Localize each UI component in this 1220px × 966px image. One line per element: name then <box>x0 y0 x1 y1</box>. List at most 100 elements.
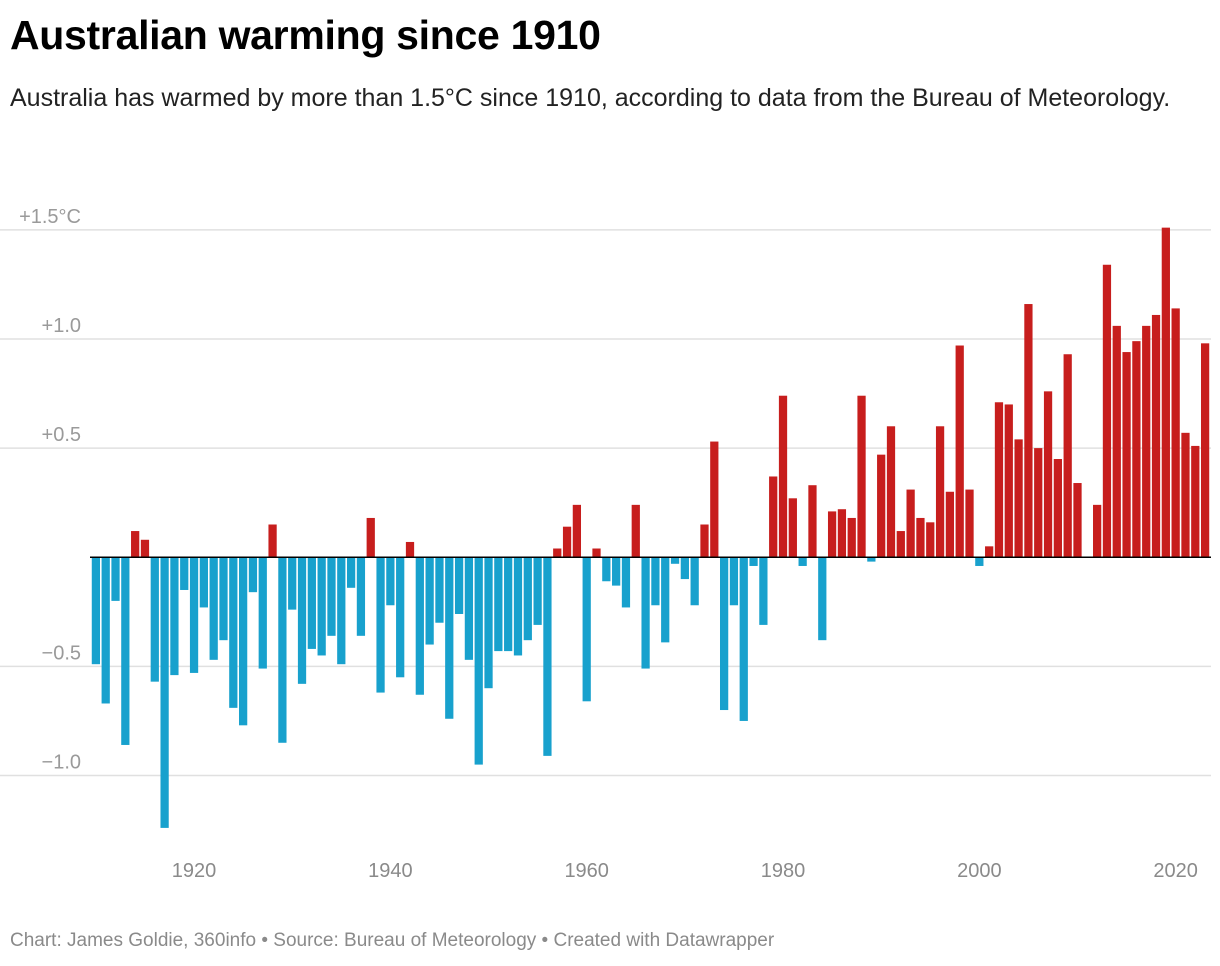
bar-1977 <box>749 557 758 566</box>
bar-1921 <box>199 557 208 608</box>
bar-2020 <box>1171 308 1180 558</box>
bar-2015 <box>1122 352 1131 558</box>
chart-title: Australian warming since 1910 <box>10 12 601 58</box>
bar-1964 <box>621 557 631 608</box>
bar-1915 <box>140 539 150 558</box>
bar-1972 <box>700 524 709 558</box>
bar-1924 <box>229 557 238 708</box>
gridlines <box>0 229 1211 777</box>
chart-source-credit: Chart: James Goldie, 360info • Source: B… <box>10 930 775 951</box>
bar-1927 <box>258 557 267 669</box>
bar-1936 <box>346 557 356 588</box>
bar-1992 <box>896 531 905 558</box>
bar-1949 <box>474 557 483 765</box>
bar-1994 <box>916 517 925 558</box>
bar-1919 <box>180 557 189 590</box>
y-tick-label: +1.5°C <box>19 206 81 228</box>
bar-1933 <box>317 557 326 656</box>
bar-1943 <box>415 557 424 695</box>
bar-1983 <box>808 485 817 558</box>
bar-1958 <box>562 526 572 558</box>
chart-subtitle: Australia has warmed by more than 1.5°C … <box>10 84 1171 112</box>
y-axis-labels: +1.5°C +1.0 +0.5 −0.5 −1.0 <box>19 206 81 774</box>
bar-1929 <box>278 557 287 743</box>
bar-1956 <box>543 557 552 756</box>
bar-1948 <box>464 557 474 660</box>
bar-2010 <box>1073 483 1082 558</box>
bar-1913 <box>121 557 130 745</box>
bar-1982 <box>798 557 807 566</box>
bar-1916 <box>150 557 159 682</box>
bar-1999 <box>965 489 974 558</box>
bar-2021 <box>1181 432 1190 558</box>
bar-2001 <box>985 546 994 558</box>
bar-1968 <box>661 557 670 643</box>
bar-2014 <box>1112 325 1121 558</box>
bar-2004 <box>1014 439 1023 558</box>
bar-1946 <box>445 557 454 719</box>
bar-1986 <box>837 509 847 558</box>
bar-1989 <box>867 557 876 562</box>
bar-1944 <box>425 557 434 645</box>
bar-2002 <box>994 402 1004 558</box>
bar-1955 <box>533 557 542 625</box>
bar-1995 <box>926 522 935 558</box>
bar-1974 <box>719 557 729 711</box>
bar-1965 <box>631 504 640 558</box>
bar-1925 <box>239 557 248 726</box>
bar-1939 <box>376 557 385 693</box>
x-tick-label: 2000 <box>957 860 1002 882</box>
y-tick-label: +0.5 <box>42 424 81 446</box>
bar-1962 <box>602 557 611 582</box>
bar-1978 <box>759 557 768 625</box>
bar-1960 <box>582 557 591 702</box>
bar-1910 <box>91 557 101 665</box>
bar-1952 <box>504 557 513 652</box>
bar-2008 <box>1053 459 1062 558</box>
bar-1981 <box>788 498 797 558</box>
bar-2018 <box>1151 314 1161 558</box>
bar-2013 <box>1102 264 1112 558</box>
bar-1930 <box>288 557 297 610</box>
bar-1973 <box>710 441 719 558</box>
x-tick-label: 1980 <box>761 860 806 882</box>
bars <box>91 227 1210 828</box>
bar-1937 <box>356 557 366 636</box>
bar-1988 <box>857 395 866 558</box>
bar-1987 <box>847 517 856 558</box>
bar-1934 <box>327 557 336 636</box>
bar-1966 <box>641 557 650 669</box>
bar-1976 <box>739 557 748 721</box>
bar-1990 <box>877 454 886 558</box>
bar-1947 <box>454 557 464 614</box>
bar-1996 <box>935 426 945 558</box>
bar-1959 <box>572 504 582 558</box>
bar-1953 <box>513 557 523 656</box>
bar-2005 <box>1024 304 1033 558</box>
bar-2003 <box>1004 404 1013 558</box>
bar-1991 <box>886 426 896 558</box>
bar-1945 <box>435 557 444 623</box>
bar-2022 <box>1191 445 1200 558</box>
y-tick-label: +1.0 <box>42 315 81 337</box>
bar-1950 <box>484 557 493 689</box>
bar-1917 <box>160 557 169 828</box>
bar-1969 <box>670 557 680 564</box>
bar-1954 <box>523 557 532 641</box>
x-axis-labels: 1920 1940 1960 1980 2000 2020 <box>172 860 1198 882</box>
bar-2012 <box>1093 504 1102 558</box>
bar-1985 <box>827 511 837 558</box>
bar-1984 <box>818 557 827 641</box>
y-tick-label: −0.5 <box>42 642 81 664</box>
x-tick-label: 1960 <box>564 860 609 882</box>
bar-1951 <box>494 557 503 652</box>
bar-1980 <box>778 395 788 558</box>
bar-1971 <box>690 557 699 606</box>
bar-1932 <box>307 557 316 649</box>
bar-1979 <box>769 476 778 558</box>
bar-1975 <box>729 557 739 606</box>
bar-1993 <box>906 489 915 558</box>
bar-1935 <box>337 557 346 665</box>
bar-2006 <box>1034 448 1043 558</box>
bar-1941 <box>396 557 405 678</box>
